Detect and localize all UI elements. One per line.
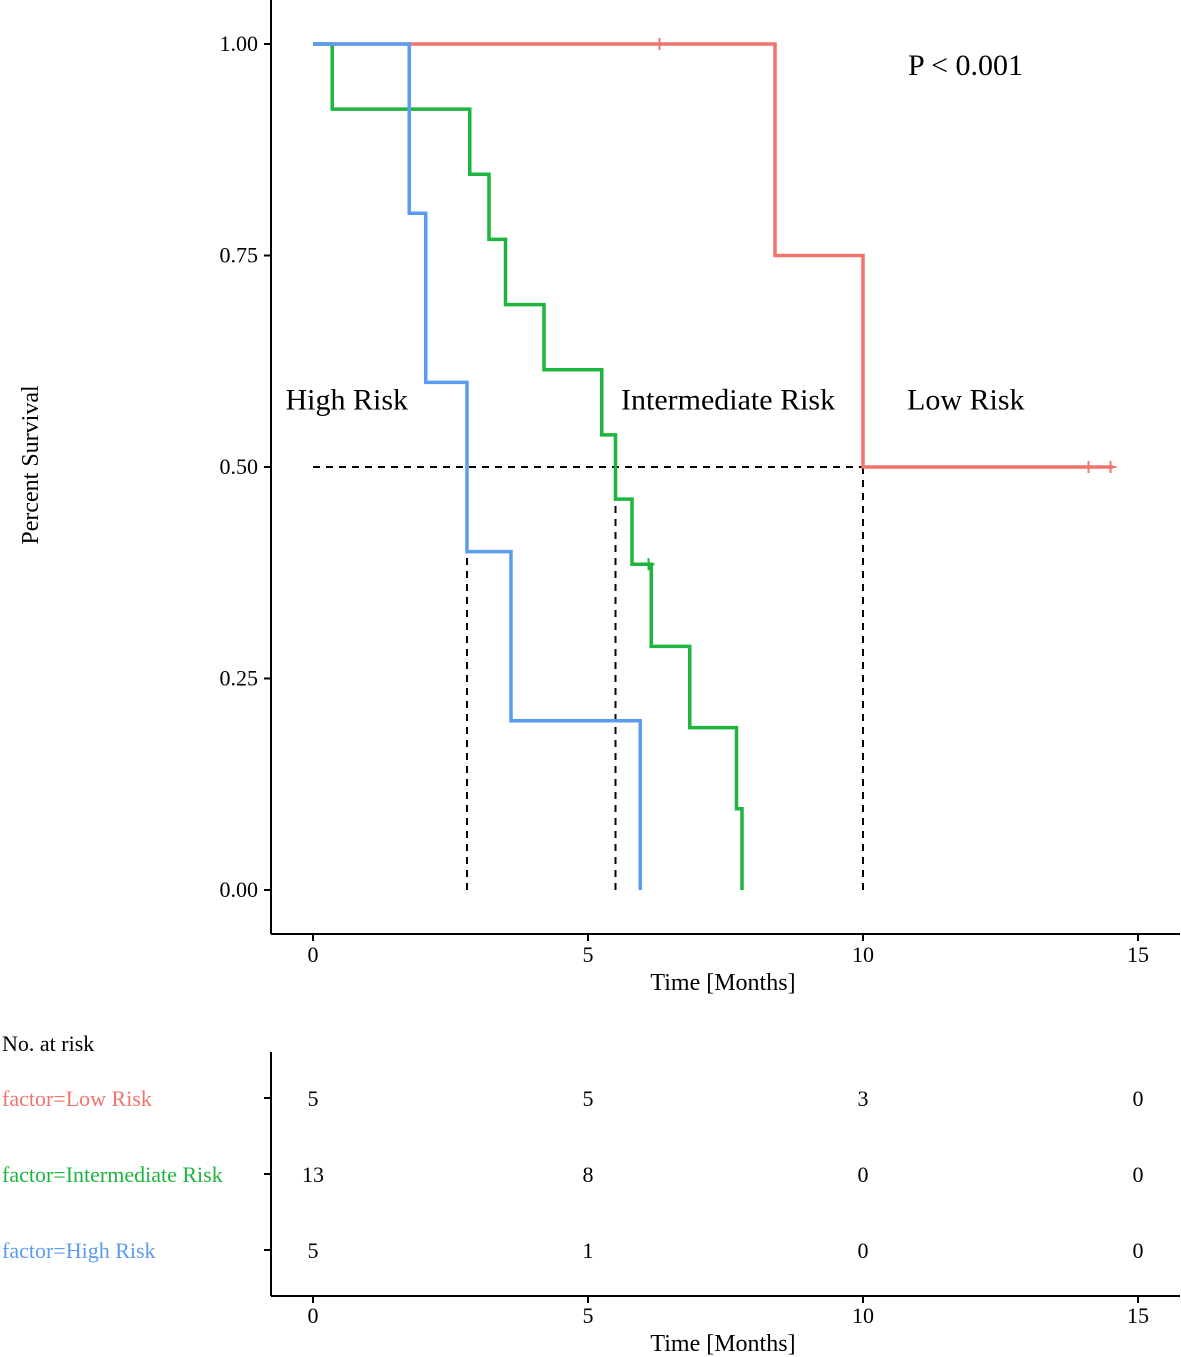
curve-low-risk [313,42,1114,469]
risk-x-tick-label: 5 [583,1303,594,1328]
group-label: Intermediate Risk [621,383,835,416]
risk-x-tick-label: 15 [1127,1303,1149,1328]
y-tick-label: 0.50 [220,454,259,479]
risk-count: 8 [583,1162,594,1187]
risk-table: No. at risk factor=Low Risk 5 5 3 0 factor=In… [2,1031,1180,1357]
risk-count: 1 [583,1238,594,1263]
censor-mark-intermediate-risk [642,558,655,571]
x-tick-label: 15 [1127,942,1149,967]
y-axis-title: Percent Survival [18,385,44,545]
risk-row-label: factor=Low Risk [2,1086,152,1111]
p-value-label: P < 0.001 [908,49,1023,82]
risk-count: 3 [858,1086,869,1111]
y-ticks: 0.00 0.25 0.50 0.75 1.00 [220,31,271,902]
risk-row-label: factor=Intermediate Risk [2,1162,223,1187]
group-label: High Risk [286,383,409,416]
group-label: Low Risk [907,383,1025,416]
y-tick-label: 1.00 [220,31,259,56]
risk-count: 13 [302,1162,324,1187]
censor-marks [642,38,1117,571]
survival-curves [313,42,1114,890]
risk-rows: factor=Low Risk 5 5 3 0 factor=Intermediate R… [2,1086,1144,1263]
risk-table-title: No. at risk [2,1031,94,1056]
x-axis-title: Time [Months] [650,970,795,996]
x-ticks: 0 5 10 15 [308,934,1149,967]
risk-count: 0 [858,1238,869,1263]
risk-count: 0 [858,1162,869,1187]
censor-mark-low-risk [1104,461,1117,473]
x-tick-label: 10 [852,942,874,967]
risk-count: 5 [308,1086,319,1111]
group-labels: High Risk Intermediate Risk Low Risk [286,383,1025,416]
y-tick-label: 0.00 [220,877,259,902]
curve-high-risk [313,42,642,890]
risk-count: 0 [1133,1238,1144,1263]
risk-x-ticks: 0 5 10 15 [308,1296,1149,1328]
risk-row-label: factor=High Risk [2,1238,156,1263]
risk-count: 0 [1133,1162,1144,1187]
x-tick-label: 5 [583,942,594,967]
median-lines [313,466,864,890]
curve-intermediate-risk [313,42,744,890]
risk-count: 5 [583,1086,594,1111]
censor-mark-low-risk [1082,461,1095,473]
censor-mark-low-risk [653,38,666,50]
risk-x-tick-label: 10 [852,1303,874,1328]
risk-count: 5 [308,1238,319,1263]
x-tick-label: 0 [308,942,319,967]
risk-table-x-title: Time [Months] [650,1331,795,1357]
risk-count: 0 [1133,1086,1144,1111]
risk-x-tick-label: 0 [308,1303,319,1328]
y-tick-label: 0.25 [220,666,259,691]
survival-plot: 0.00 0.25 0.50 0.75 1.00 0 5 10 15 High Risk Int… [18,0,1180,996]
y-tick-label: 0.75 [220,243,259,268]
